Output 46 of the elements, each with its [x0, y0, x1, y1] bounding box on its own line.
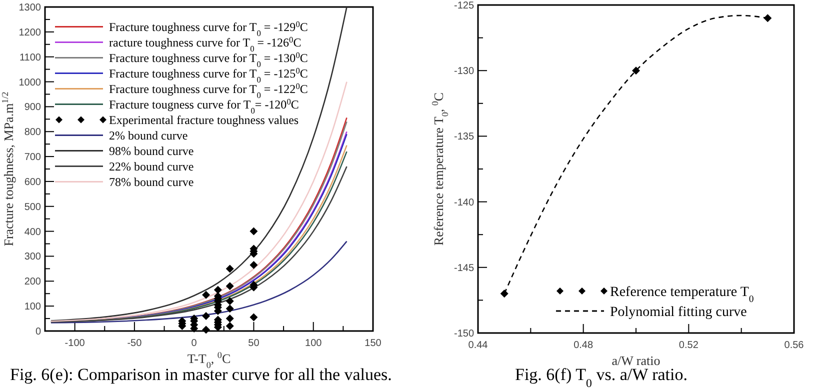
- legend-label: Fracture tougness curve for T$_{0}$= -120$^{0}$C: [109, 96, 299, 115]
- x-tick-label: 100: [305, 338, 322, 349]
- y-tick-label: -145: [454, 262, 474, 274]
- y-tick-label: 800: [24, 127, 42, 138]
- y-tick-label: 1300: [18, 2, 42, 14]
- caption: Fig. 6(f) T$_{0}$ vs. a/W ratio.: [515, 365, 688, 390]
- x-tick-label: 0.56: [784, 340, 804, 351]
- x-tick-label: 0: [191, 338, 198, 349]
- y-tick-label: 500: [24, 202, 42, 213]
- legend-label: Fracture toughness curve for T$_{0}$ = -130$^{0}$C: [109, 50, 308, 68]
- y-tick-label: 300: [24, 252, 42, 263]
- x-axis-title: a/W ratio: [612, 353, 660, 368]
- x-tick-label: -100: [64, 338, 86, 349]
- legend-label: Fracture toughness curve for T$_{0}$ = -125$^{0}$C: [109, 66, 308, 84]
- x-tick-label: -50: [127, 338, 142, 349]
- y-tick-label: 1200: [18, 27, 42, 38]
- legend-label: Polynomial fitting curve: [610, 304, 747, 320]
- x-axis-title: T-T$_{0}$, $^{0}$C: [187, 350, 231, 370]
- legend-label: 2% bound curve: [109, 128, 188, 142]
- y-tick-label: 1000: [18, 77, 42, 88]
- y-tick-label: -150: [454, 328, 474, 340]
- y-tick-label: 900: [24, 102, 42, 114]
- legend-label: Fracture toughness curve for T$_{0}$ = -129$^{0}$C: [109, 19, 308, 38]
- x-tick-label: 0.48: [574, 340, 594, 351]
- x-tick-label: 0.44: [468, 340, 488, 351]
- y-tick-label: 1100: [19, 52, 42, 64]
- y-tick-label: 200: [24, 276, 42, 288]
- legend-label: Experimental fracture toughness values: [109, 112, 299, 127]
- legend-label: 98% bound curve: [109, 144, 194, 158]
- y-tick-label: 100: [24, 302, 42, 313]
- legend-label: Fracture toughness curve for T$_{0}$ = -122$^{0}$C: [109, 81, 308, 100]
- x-tick-label: 0.52: [678, 340, 699, 351]
- y-tick-label: -130: [454, 66, 474, 78]
- y-tick-label: -125: [454, 0, 474, 12]
- legend-label: Reference temperature T$_{0}$: [610, 284, 754, 304]
- y-tick-label: 400: [24, 226, 42, 238]
- y-tick-label: -135: [454, 132, 474, 143]
- legend-label: 22% bound curve: [109, 159, 194, 174]
- x-tick-label: 50: [248, 338, 260, 349]
- legend-label: racture toughness curve for T$_{0}$ = -126$^{0}$C: [109, 34, 302, 53]
- y-tick-label: 700: [24, 152, 42, 164]
- legend-label: 78% bound curve: [109, 174, 194, 189]
- y-tick-label: 0: [35, 326, 42, 338]
- y-tick-label: -140: [454, 197, 474, 208]
- x-tick-label: 150: [364, 338, 382, 349]
- y-tick-label: 600: [24, 176, 42, 188]
